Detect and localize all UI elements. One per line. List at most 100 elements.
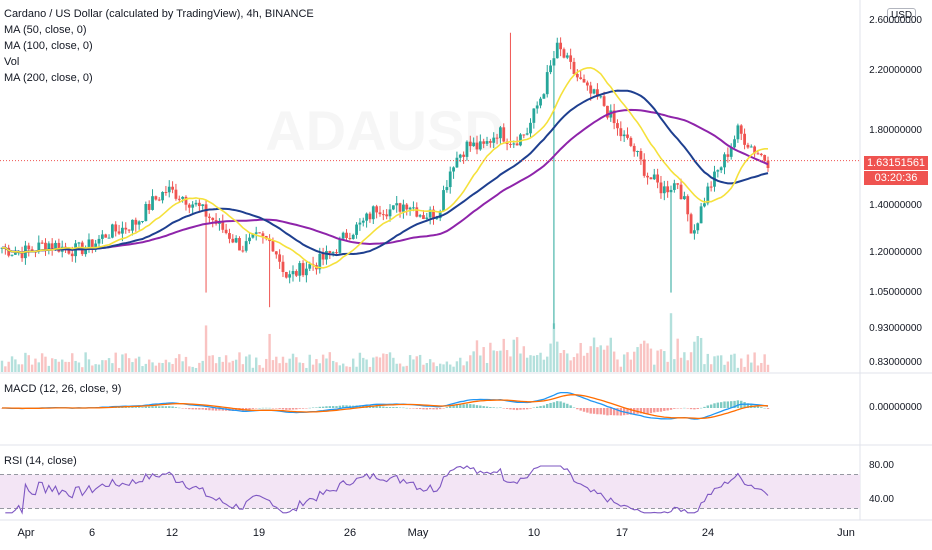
- macd-histogram-bar: [763, 407, 766, 409]
- volume-bar: [422, 364, 425, 372]
- volume-bar: [17, 364, 20, 372]
- candle-body: [291, 271, 295, 275]
- volume-bar: [525, 357, 529, 372]
- candle-body: [345, 232, 348, 238]
- candle-body: [488, 141, 492, 143]
- candle-body: [107, 237, 111, 239]
- macd-histogram-bar: [208, 408, 211, 411]
- candle-body: [549, 65, 552, 73]
- candle-body: [231, 238, 235, 243]
- volume-bar: [10, 356, 14, 372]
- price-tick-label: 1.40000000: [869, 200, 922, 212]
- macd-histogram-bar: [181, 408, 184, 409]
- currency-badge[interactable]: USD: [887, 8, 917, 23]
- candle-body: [676, 183, 680, 185]
- candle-body: [428, 209, 432, 218]
- candle-body: [328, 251, 332, 254]
- macd-histogram-bar: [686, 408, 689, 409]
- candle-body: [375, 206, 379, 213]
- volume-bar: [74, 360, 77, 372]
- candle-body: [693, 230, 696, 234]
- volume-bar: [586, 352, 589, 372]
- macd-histogram-bar: [459, 404, 462, 408]
- time-tick-label: 26: [343, 527, 357, 539]
- macd-histogram-bar: [756, 406, 760, 408]
- legend-ma100[interactable]: MA (100, close, 0): [4, 40, 93, 52]
- volume-bar: [27, 355, 30, 372]
- macd-histogram-bar: [285, 408, 288, 410]
- macd-histogram-bar: [298, 408, 301, 409]
- candle-body: [371, 206, 375, 220]
- candle-body: [121, 227, 124, 234]
- candle-body: [759, 153, 763, 156]
- macd-histogram-bar: [566, 403, 569, 408]
- macd-histogram-bar: [188, 408, 191, 410]
- macd-label[interactable]: MACD (12, 26, close, 9): [4, 383, 122, 395]
- macd-histogram-bar: [679, 408, 683, 409]
- candle-body: [100, 234, 104, 239]
- volume-bar: [191, 366, 194, 372]
- candle-body: [736, 125, 740, 140]
- candle-body: [753, 146, 757, 154]
- candle-body: [452, 167, 455, 172]
- candle-body: [385, 214, 389, 217]
- volume-bar: [97, 364, 101, 372]
- legend-ma50[interactable]: MA (50, close, 0): [4, 24, 87, 36]
- candle-body: [646, 175, 649, 178]
- volume-bar: [679, 357, 683, 372]
- volume-bar: [566, 353, 569, 372]
- candle-body: [656, 174, 660, 183]
- macd-histogram-bar: [435, 408, 439, 410]
- volume-bar: [515, 337, 519, 372]
- volume-bar: [602, 349, 606, 372]
- volume-bar: [37, 362, 40, 372]
- volume-bar: [244, 356, 248, 372]
- candle-body: [37, 242, 41, 252]
- volume-bar: [522, 346, 526, 372]
- volume-bar: [338, 365, 342, 372]
- candle-body: [739, 125, 743, 134]
- volume-bar: [154, 365, 158, 372]
- candle-body: [154, 196, 158, 200]
- candle-body: [241, 250, 245, 252]
- volume-bar: [475, 340, 479, 372]
- macd-histogram-bar: [412, 408, 415, 409]
- volume-bar: [238, 352, 241, 372]
- macd-histogram-bar: [469, 404, 472, 408]
- candle-body: [432, 209, 435, 219]
- price-tick-label: 2.60000000: [869, 15, 922, 26]
- macd-histogram-bar: [134, 407, 137, 408]
- volume-bar: [137, 356, 141, 372]
- candle-body: [181, 196, 185, 199]
- volume-bar: [418, 354, 422, 372]
- macd-histogram-bar: [643, 408, 646, 414]
- rsi-label[interactable]: RSI (14, close): [4, 455, 77, 467]
- legend-vol[interactable]: Vol: [4, 56, 20, 68]
- volume-bar: [352, 358, 355, 372]
- candle-body: [278, 254, 282, 262]
- volume-bar: [599, 345, 602, 372]
- candle-body: [478, 141, 482, 150]
- macd-histogram-bar: [656, 408, 659, 412]
- candle-body: [50, 243, 54, 249]
- macd-histogram-bar: [495, 407, 499, 409]
- legend-ma200[interactable]: MA (200, close, 0): [4, 72, 93, 84]
- macd-histogram-bar: [194, 408, 198, 410]
- volume-bar: [365, 359, 368, 372]
- macd-histogram-bar: [733, 400, 736, 408]
- volume-bar: [362, 357, 365, 372]
- macd-histogram-bar: [261, 407, 265, 409]
- volume-bar: [616, 359, 619, 372]
- candle-body: [264, 236, 268, 239]
- volume-bar: [178, 354, 181, 372]
- macd-histogram-bar: [592, 408, 596, 414]
- volume-bar: [107, 358, 111, 372]
- candle-body: [522, 134, 526, 136]
- volume-bar: [562, 350, 566, 372]
- candle-body: [90, 239, 94, 250]
- macd-histogram-bar: [211, 408, 214, 411]
- candle-body: [445, 187, 449, 191]
- macd-histogram-bar: [141, 407, 144, 408]
- macd-histogram-bar: [703, 406, 706, 408]
